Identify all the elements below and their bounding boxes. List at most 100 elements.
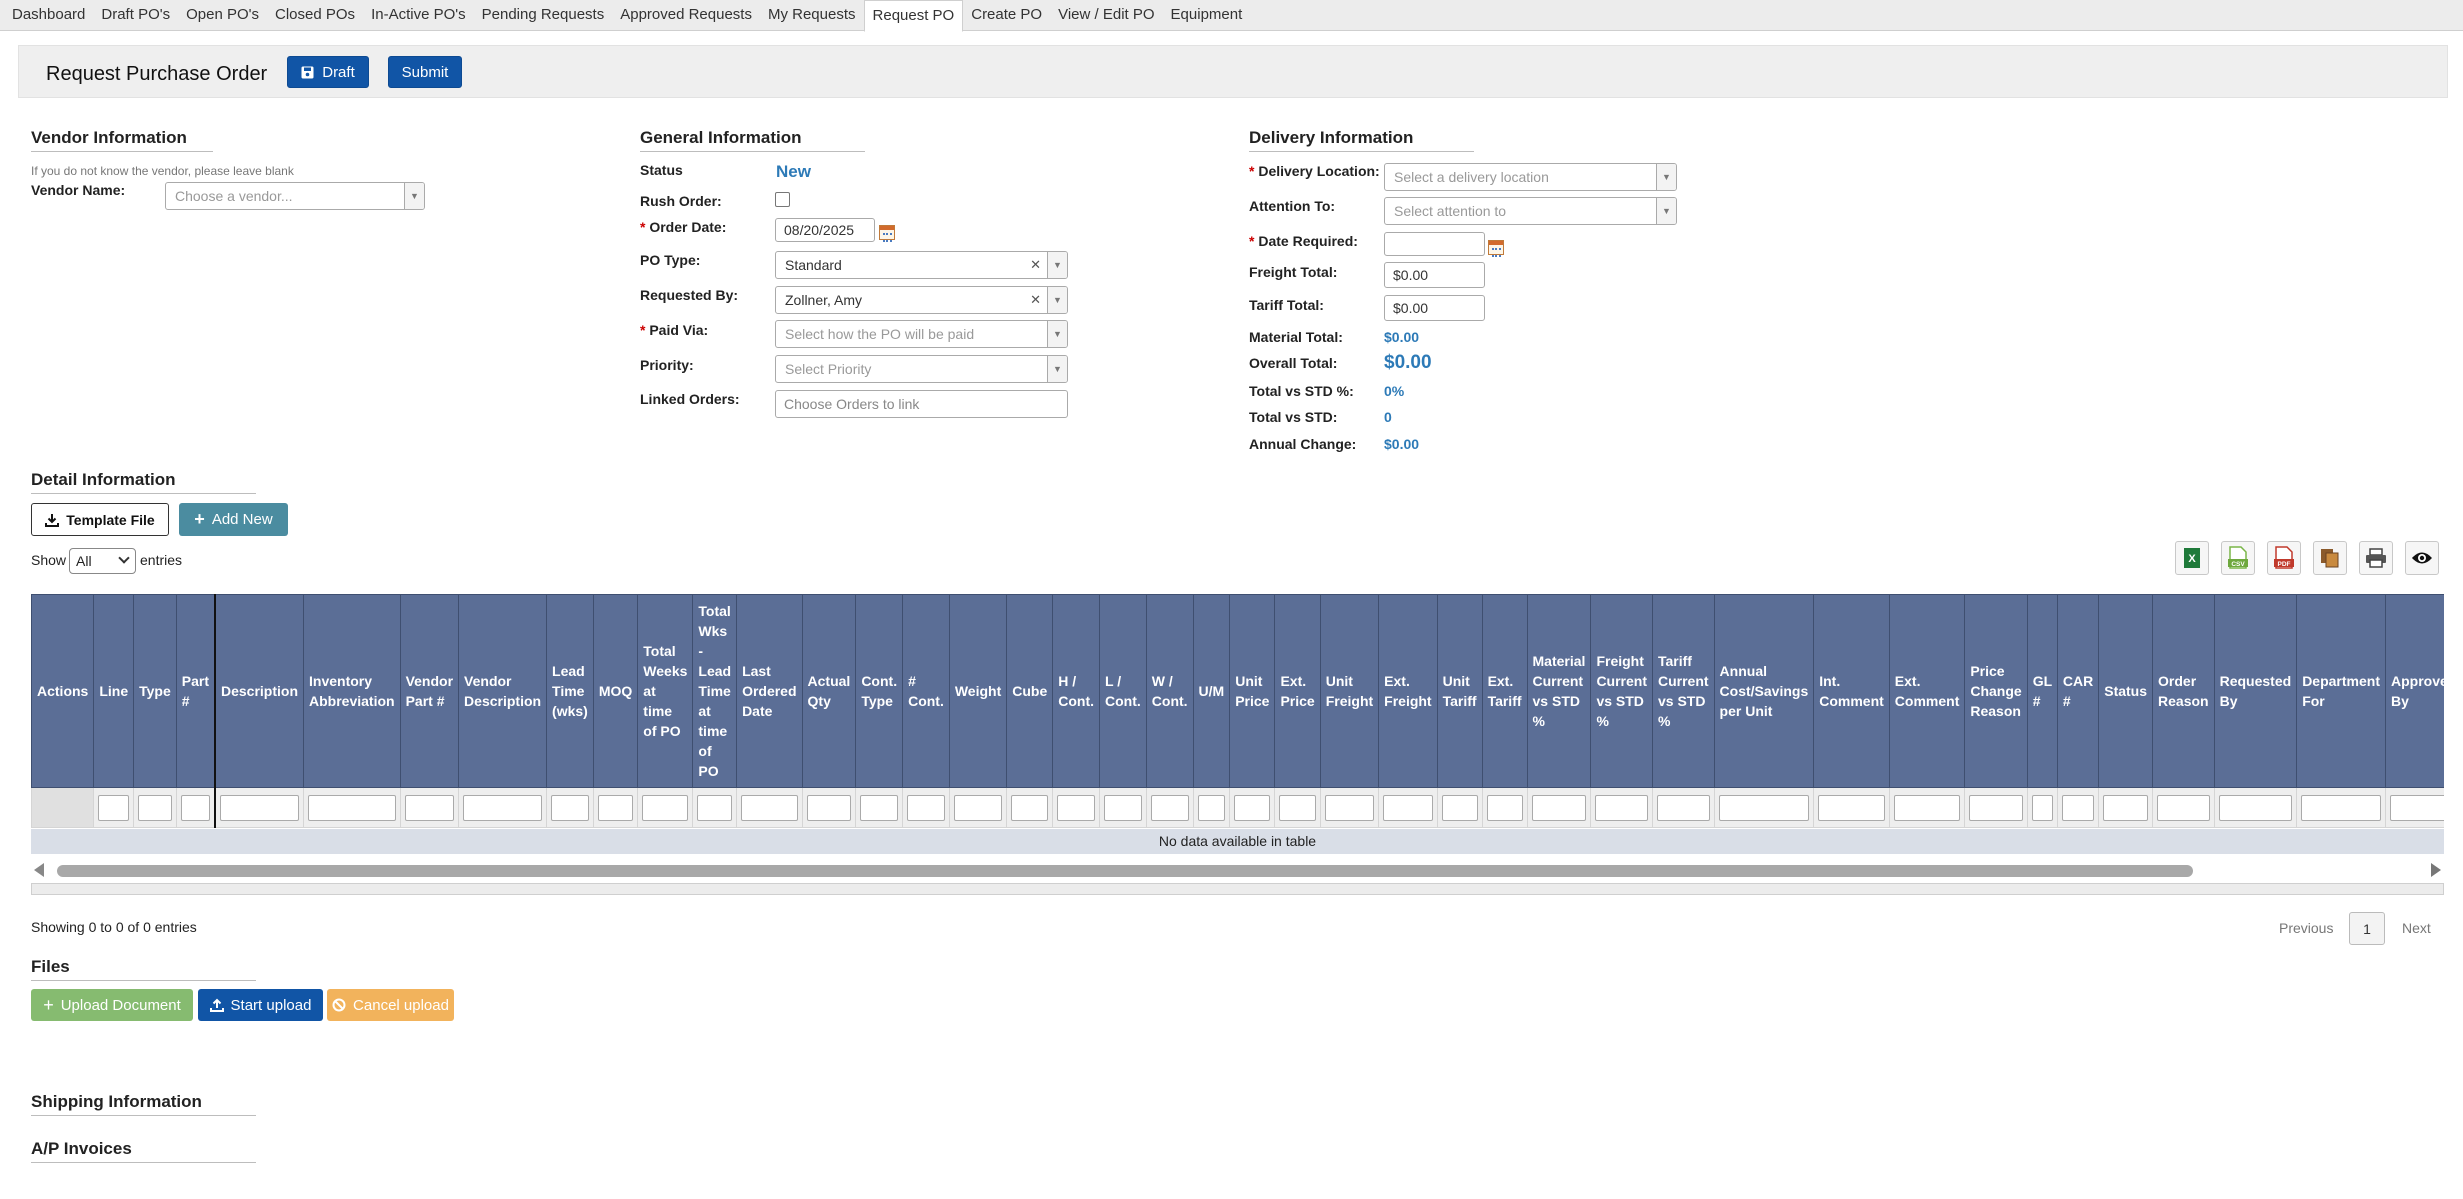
previous-page-button[interactable]: Previous — [2279, 920, 2334, 936]
start-upload-button[interactable]: Start upload — [198, 989, 323, 1021]
clear-icon[interactable]: ✕ — [1030, 257, 1041, 272]
column-header-car[interactable]: CAR # — [2056, 594, 2100, 788]
nav-tab-draft-po-s[interactable]: Draft PO's — [101, 6, 171, 23]
column-filter-input[interactable] — [2157, 794, 2210, 821]
column-filter-input[interactable] — [1197, 794, 1226, 821]
column-filter-input[interactable] — [1531, 794, 1587, 821]
template-file-button[interactable]: Template File — [31, 503, 169, 536]
column-filter-input[interactable] — [1279, 794, 1316, 821]
po-type-select[interactable]: Standard ✕ ▼ — [775, 251, 1068, 279]
column-filter-input[interactable] — [1893, 794, 1961, 821]
nav-tab-my-requests[interactable]: My Requests — [767, 6, 856, 23]
page-length-select[interactable]: All — [69, 548, 136, 574]
column-header-u-m[interactable]: U/M — [1192, 594, 1231, 788]
column-visibility-button[interactable] — [2405, 541, 2439, 575]
column-filter-input[interactable] — [1324, 794, 1375, 821]
rush-order-checkbox[interactable] — [775, 192, 790, 207]
export-csv-button[interactable]: CSV — [2221, 541, 2255, 575]
calendar-icon[interactable] — [879, 225, 895, 242]
nav-tab-equipment[interactable]: Equipment — [1170, 6, 1243, 23]
column-filter-input[interactable] — [1057, 794, 1096, 821]
date-required-input[interactable] — [1384, 232, 1485, 256]
attention-to-select[interactable]: Select attention to ▼ — [1384, 197, 1677, 225]
column-filter-input[interactable] — [2218, 794, 2293, 821]
column-header-total-wks-lead-time-at-time-of-po[interactable]: Total Wks - Lead Time at time of PO — [692, 594, 738, 788]
print-button[interactable] — [2359, 541, 2393, 575]
add-new-button[interactable]: + Add New — [179, 503, 288, 536]
column-header-type[interactable]: Type — [133, 594, 177, 788]
column-header-annual-cost-savings-per-unit[interactable]: Annual Cost/Savings per Unit — [1713, 594, 1815, 788]
column-header-order-reason[interactable]: Order Reason — [2152, 594, 2215, 788]
linked-orders-input[interactable]: Choose Orders to link — [775, 390, 1068, 418]
column-header-requested-by[interactable]: Requested By — [2213, 594, 2298, 788]
page-number-button[interactable]: 1 — [2349, 912, 2385, 945]
scroll-left-icon[interactable] — [34, 863, 44, 877]
column-header-weight[interactable]: Weight — [948, 594, 1008, 788]
column-header-line[interactable]: Line — [93, 594, 135, 788]
column-filter-input[interactable] — [2103, 794, 2149, 821]
column-header-unit-price[interactable]: Unit Price — [1229, 594, 1276, 788]
column-header-last-ordered-date[interactable]: Last Ordered Date — [736, 594, 803, 788]
column-filter-input[interactable] — [907, 794, 945, 821]
calendar-icon[interactable] — [1488, 240, 1504, 257]
column-filter-input[interactable] — [1818, 794, 1885, 821]
submit-button[interactable]: Submit — [388, 56, 462, 88]
column-header-actions[interactable]: Actions — [31, 594, 95, 788]
freight-total-input[interactable]: $0.00 — [1384, 262, 1485, 288]
column-filter-input[interactable] — [2061, 794, 2095, 821]
nav-tab-in-active-po-s[interactable]: In-Active PO's — [371, 6, 466, 23]
nav-tab-closed-pos[interactable]: Closed POs — [275, 6, 356, 23]
column-header-w-cont[interactable]: W / Cont. — [1145, 594, 1194, 788]
cancel-upload-button[interactable]: Cancel upload — [327, 989, 454, 1021]
column-filter-input[interactable] — [1441, 794, 1478, 821]
column-filter-input[interactable] — [138, 794, 172, 821]
export-excel-button[interactable]: X — [2175, 541, 2209, 575]
column-filter-input[interactable] — [741, 794, 798, 821]
order-date-input[interactable]: 08/20/2025 — [775, 218, 875, 242]
column-header-moq[interactable]: MOQ — [592, 594, 639, 788]
column-header-part[interactable]: Part # — [175, 594, 216, 788]
column-header-approved-by[interactable]: Approved By — [2384, 594, 2444, 788]
column-filter-input[interactable] — [220, 794, 300, 821]
column-filter-input[interactable] — [180, 794, 210, 821]
nav-tab-approved-requests[interactable]: Approved Requests — [620, 6, 752, 23]
column-header-ext-price[interactable]: Ext. Price — [1274, 594, 1321, 788]
priority-select[interactable]: Select Priority ▼ — [775, 355, 1068, 383]
column-filter-input[interactable] — [2301, 794, 2381, 821]
column-header-ext-freight[interactable]: Ext. Freight — [1378, 594, 1438, 788]
column-filter-input[interactable] — [308, 794, 396, 821]
column-header-int-comment[interactable]: Int. Comment — [1813, 594, 1890, 788]
column-header-freight-current-vs-std[interactable]: Freight Current vs STD % — [1590, 594, 1653, 788]
column-header-ext-comment[interactable]: Ext. Comment — [1888, 594, 1966, 788]
column-header-h-cont[interactable]: H / Cont. — [1052, 594, 1101, 788]
column-filter-input[interactable] — [642, 794, 689, 821]
upload-document-button[interactable]: + Upload Document — [31, 989, 193, 1021]
tariff-total-input[interactable]: $0.00 — [1384, 295, 1485, 321]
horizontal-scrollbar[interactable] — [31, 860, 2444, 880]
clear-icon[interactable]: ✕ — [1030, 292, 1041, 307]
nav-tab-dashboard[interactable]: Dashboard — [12, 6, 86, 23]
export-pdf-button[interactable]: PDF — [2267, 541, 2301, 575]
column-header-unit-freight[interactable]: Unit Freight — [1319, 594, 1380, 788]
column-header-vendor-part[interactable]: Vendor Part # — [399, 594, 460, 788]
column-header-cube[interactable]: Cube — [1006, 594, 1054, 788]
column-filter-input[interactable] — [1656, 794, 1710, 821]
column-filter-input[interactable] — [1969, 794, 2023, 821]
column-filter-input[interactable] — [463, 794, 543, 821]
column-filter-input[interactable] — [1383, 794, 1433, 821]
column-header-gl[interactable]: GL # — [2026, 594, 2058, 788]
column-filter-input[interactable] — [2031, 794, 2053, 821]
requested-by-select[interactable]: Zollner, Amy ✕ ▼ — [775, 286, 1068, 314]
column-filter-input[interactable] — [1011, 794, 1049, 821]
export-copy-button[interactable] — [2313, 541, 2347, 575]
column-header-cont-type[interactable]: Cont. Type — [855, 594, 904, 788]
column-header-description[interactable]: Description — [214, 594, 305, 788]
next-page-button[interactable]: Next — [2402, 920, 2431, 936]
column-filter-input[interactable] — [1486, 794, 1523, 821]
column-filter-input[interactable] — [806, 794, 852, 821]
nav-tab-pending-requests[interactable]: Pending Requests — [481, 6, 605, 23]
column-filter-input[interactable] — [551, 794, 589, 821]
column-filter-input[interactable] — [597, 794, 634, 821]
column-header-status[interactable]: Status — [2098, 594, 2154, 788]
column-filter-input[interactable] — [860, 794, 899, 821]
